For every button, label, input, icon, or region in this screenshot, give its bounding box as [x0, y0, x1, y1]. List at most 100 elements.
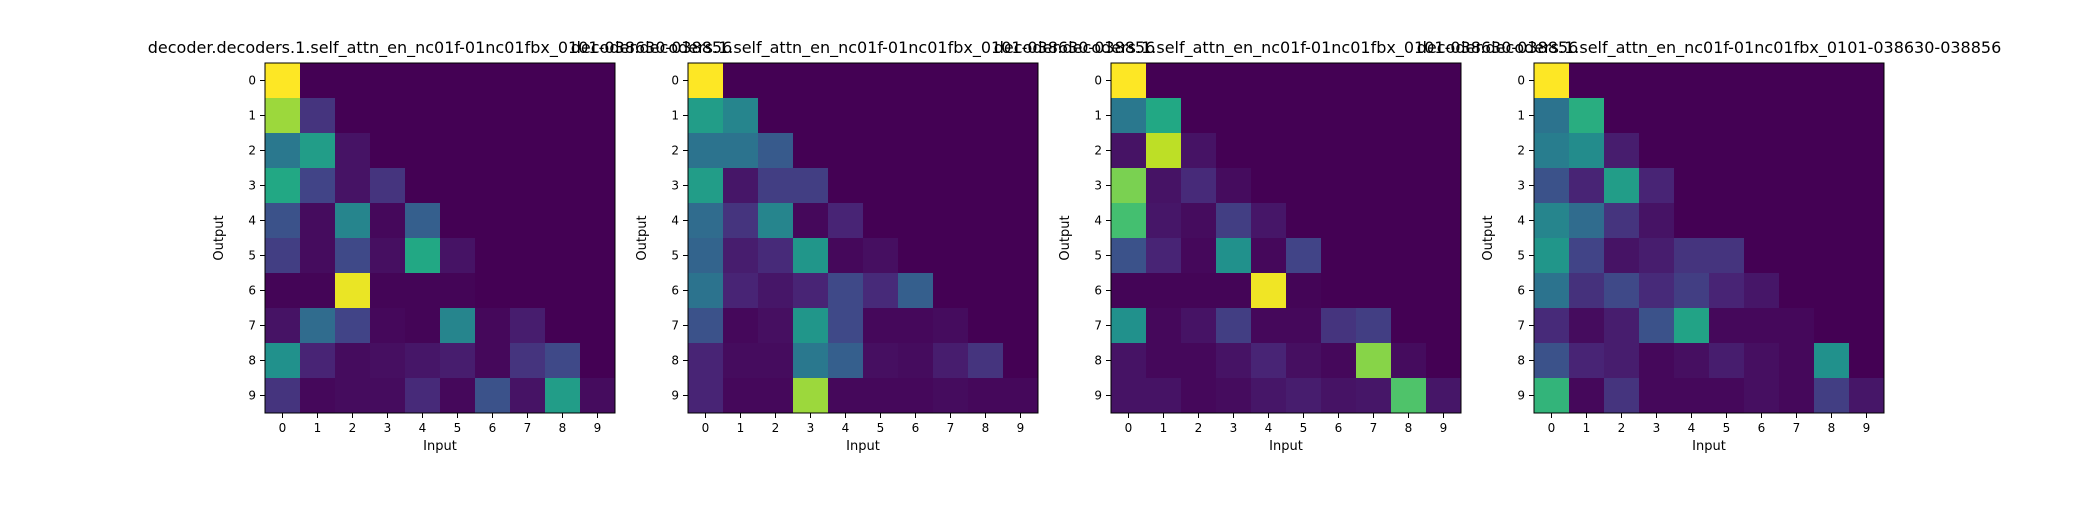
heatmap-cell — [1356, 63, 1392, 99]
x-tick-label: 4 — [1688, 421, 1696, 435]
heatmap-cell — [1391, 343, 1427, 379]
heatmap-cell — [1534, 63, 1570, 99]
heatmap-cell — [1709, 378, 1745, 414]
heatmap-cell — [510, 308, 546, 344]
heatmap-cell — [405, 203, 441, 239]
heatmap-cell — [265, 168, 301, 204]
chart-title: decoder.decoders.1.self_attn_en_nc01f-01… — [994, 38, 1579, 58]
heatmap-cell — [370, 168, 406, 204]
heatmap-cell — [758, 133, 794, 169]
heatmap-cell — [1849, 378, 1885, 414]
heatmap-cell — [723, 98, 759, 134]
heatmap-cell — [1849, 203, 1885, 239]
heatmap-cell — [405, 63, 441, 99]
heatmap-cell — [723, 273, 759, 309]
y-tick-label: 2 — [248, 144, 256, 158]
heatmap-cell — [793, 98, 829, 134]
heatmap-cell — [758, 98, 794, 134]
heatmap-cell — [898, 203, 934, 239]
x-tick-label: 4 — [1265, 421, 1273, 435]
heatmap-cell — [1181, 273, 1217, 309]
heatmap-cell — [898, 63, 934, 99]
heatmap-cell — [1674, 238, 1710, 274]
chart-title: decoder.decoders.1.self_attn_en_nc01f-01… — [1417, 38, 2002, 58]
heatmap-cell — [1003, 63, 1039, 99]
x-tick-label: 9 — [1440, 421, 1448, 435]
heatmap-cell — [1181, 308, 1217, 344]
heatmap-cell — [1181, 133, 1217, 169]
heatmap-cell — [300, 98, 336, 134]
y-tick-label: 3 — [248, 179, 256, 193]
heatmap-cell — [440, 168, 476, 204]
y-tick-label: 5 — [1094, 249, 1102, 263]
heatmap-cell — [1251, 63, 1287, 99]
heatmap-cell — [1146, 238, 1182, 274]
heatmap-cell — [723, 133, 759, 169]
heatmap-cell — [1569, 273, 1605, 309]
y-tick-label: 1 — [1094, 109, 1102, 123]
heatmap-cell — [1321, 273, 1357, 309]
heatmap-cell — [1814, 343, 1850, 379]
y-tick-label: 3 — [1094, 179, 1102, 193]
heatmap-cell — [370, 98, 406, 134]
heatmap-cell — [1391, 378, 1427, 414]
heatmap-cell — [1849, 343, 1885, 379]
heatmap-cell — [1814, 238, 1850, 274]
heatmap-cell — [1849, 308, 1885, 344]
heatmap-cell — [1181, 238, 1217, 274]
heatmap-cell — [1321, 238, 1357, 274]
x-tick-label: 7 — [947, 421, 955, 435]
heatmap-cell — [1286, 378, 1322, 414]
heatmap-cell — [1534, 133, 1570, 169]
heatmap-cell — [1356, 133, 1392, 169]
heatmap-cell — [1744, 168, 1780, 204]
y-tick-label: 2 — [1517, 144, 1525, 158]
x-tick-label: 4 — [842, 421, 850, 435]
heatmap-cell — [898, 133, 934, 169]
heatmap-cell — [1569, 378, 1605, 414]
y-tick-label: 3 — [671, 179, 679, 193]
heatmap-cell — [300, 63, 336, 99]
heatmap-cell — [968, 203, 1004, 239]
heatmap-cell — [580, 203, 616, 239]
y-tick-label: 5 — [248, 249, 256, 263]
y-tick-label: 6 — [1094, 284, 1102, 298]
heatmap-cell — [1356, 168, 1392, 204]
y-tick-label: 2 — [1094, 144, 1102, 158]
plot-frame — [264, 62, 616, 414]
heatmap-cell — [1814, 63, 1850, 99]
heatmap-cell — [723, 203, 759, 239]
heatmap-cell — [1849, 63, 1885, 99]
heatmap-cell — [1286, 133, 1322, 169]
heatmap-cell — [1814, 133, 1850, 169]
heatmap-cell — [933, 308, 969, 344]
heatmap-cell — [1569, 238, 1605, 274]
x-tick-label: 0 — [279, 421, 287, 435]
heatmap-cell — [898, 238, 934, 274]
heatmap-cell — [1356, 378, 1392, 414]
y-tick-label: 7 — [1517, 319, 1525, 333]
heatmap-cell — [1604, 168, 1640, 204]
heatmap-cell — [1744, 378, 1780, 414]
heatmap-cell — [510, 168, 546, 204]
heatmap-cell — [863, 203, 899, 239]
y-tick-label: 6 — [671, 284, 679, 298]
heatmap-cell — [828, 203, 864, 239]
heatmap-cell — [1286, 63, 1322, 99]
heatmap-cell — [545, 343, 581, 379]
heatmap-cell — [510, 378, 546, 414]
heatmap-cell — [440, 98, 476, 134]
y-tick-label: 0 — [248, 74, 256, 88]
heatmap-cell — [475, 378, 511, 414]
heatmap-cell — [863, 98, 899, 134]
heatmap-cell — [1356, 308, 1392, 344]
heatmap-cell — [1709, 308, 1745, 344]
heatmap-cell — [1321, 63, 1357, 99]
x-tick-label: 9 — [1863, 421, 1871, 435]
heatmap-cell — [580, 308, 616, 344]
heatmap-cell — [510, 238, 546, 274]
heatmap-cell — [1639, 238, 1675, 274]
heatmap-cell — [1534, 203, 1570, 239]
heatmap-cell — [1604, 308, 1640, 344]
y-tick-label: 0 — [1094, 74, 1102, 88]
